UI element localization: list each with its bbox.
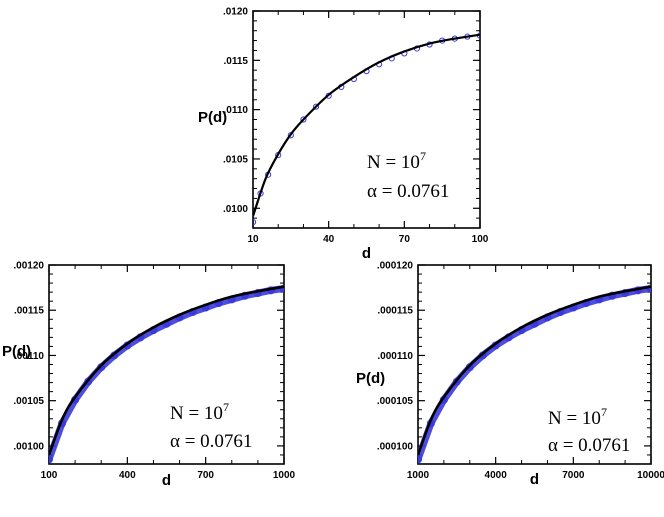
x-tick-label: 70 <box>399 234 411 245</box>
annotation-n-base: N = 10 <box>170 403 223 424</box>
annotation-n-base: N = 10 <box>367 152 420 173</box>
annotation-n-exponent: 7 <box>601 405 607 419</box>
annotation-n-exponent: 7 <box>223 400 229 414</box>
data-point <box>253 218 257 226</box>
y-tick-label: .00110 <box>14 351 44 362</box>
x-tick-label: 400 <box>119 470 136 481</box>
x-tick-label: 700 <box>197 470 214 481</box>
x-tick-label: 1000 <box>273 470 296 481</box>
y-tick-label: .00100 <box>13 441 44 452</box>
y-tick-label: .0110 <box>224 105 249 116</box>
x-tick-label: 10 <box>247 234 259 245</box>
series-band <box>418 285 651 463</box>
fit-line <box>49 285 284 456</box>
y-tick-label: .000100 <box>377 441 414 452</box>
y-tick-label: .00105 <box>13 396 44 407</box>
y-tick-label: .000105 <box>377 396 414 407</box>
annotation-n: N = 107 <box>367 149 426 173</box>
y-tick-label: .00120 <box>13 261 44 272</box>
y-tick-label: .0115 <box>224 56 249 67</box>
x-tick-label: 4000 <box>485 470 508 481</box>
x-tick-label: 1000 <box>407 470 430 481</box>
chart-top: .0100 .0105 .0110 .0115 .0120 10 40 70 100 d P(d) N… <box>198 7 489 263</box>
y-tick-label: .000115 <box>377 306 413 317</box>
annotation-alpha: α = 0.0761 <box>548 435 630 456</box>
annotation-n: N = 107 <box>548 405 607 429</box>
data-point <box>300 116 307 123</box>
x-axis-label: d <box>162 472 171 489</box>
x-tick-label: 7000 <box>562 470 585 481</box>
chart-left: .00100 .00105 .00110 .00115 .00120 100 400 700 1… <box>2 261 296 490</box>
y-tick-label: .000110 <box>377 351 413 362</box>
plot-area <box>253 32 480 226</box>
y-tick-label: .0105 <box>223 154 248 165</box>
annotation-n-base: N = 10 <box>548 408 601 429</box>
y-axis-label: P(d) <box>2 343 31 360</box>
plot-area <box>418 284 651 464</box>
x-axis-label: d <box>362 245 371 262</box>
chart-right: .000100 .000105 .000110 .000115 .000120 1000 4… <box>356 261 664 489</box>
y-tick-label: .00115 <box>14 306 44 317</box>
data-point <box>418 455 422 464</box>
y-axis-label: P(d) <box>198 109 227 126</box>
x-axis-label: d <box>530 471 539 488</box>
x-tick-label: 100 <box>472 234 489 245</box>
annotation-alpha: α = 0.0761 <box>367 181 449 202</box>
annotation-n: N = 107 <box>170 400 229 424</box>
annotation-alpha: α = 0.0761 <box>170 431 252 452</box>
y-tick-label: .000120 <box>377 261 414 272</box>
y-tick-label: .0120 <box>223 7 248 18</box>
x-tick-label: 10000 <box>637 470 664 481</box>
fit-line <box>418 285 651 456</box>
plot-area <box>49 284 284 464</box>
data-point <box>312 103 320 110</box>
y-axis-label: P(d) <box>356 370 385 387</box>
x-tick-label: 100 <box>41 470 58 481</box>
x-tick-label: 40 <box>323 234 335 245</box>
fit-line <box>253 33 480 217</box>
data-point <box>49 455 53 464</box>
y-tick-label: .0100 <box>223 204 248 215</box>
annotation-n-exponent: 7 <box>420 149 426 163</box>
